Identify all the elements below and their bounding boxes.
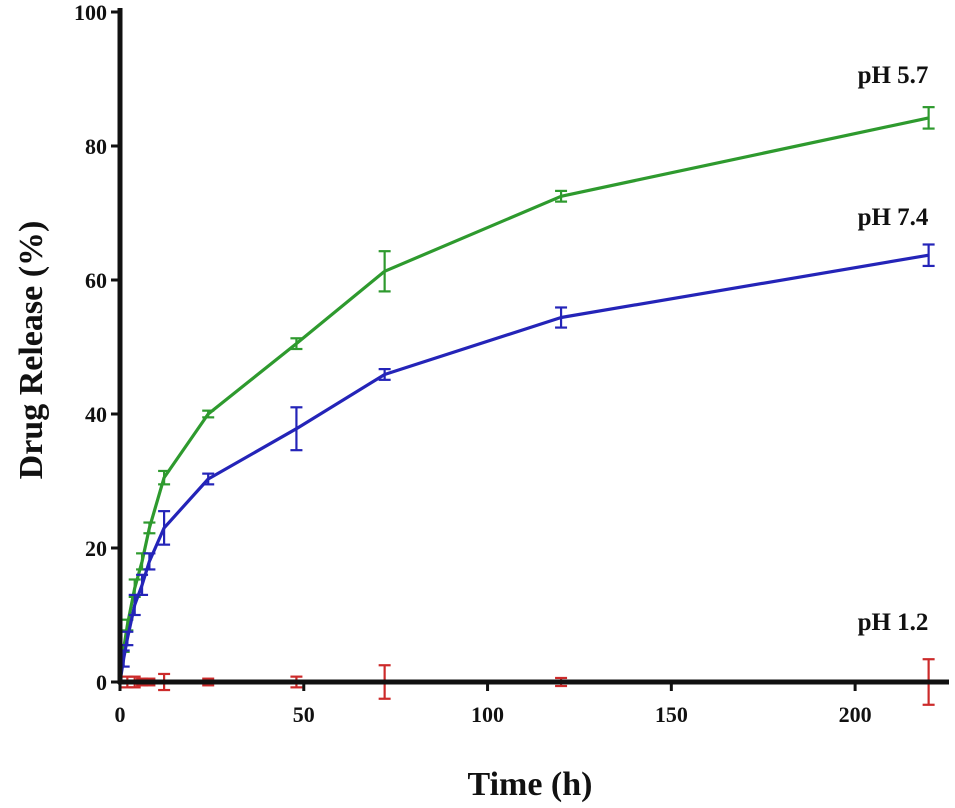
series-label-ph-7-4: pH 7.4 xyxy=(858,204,929,231)
x-tick-label: 150 xyxy=(655,702,688,727)
y-tick-label: 40 xyxy=(85,402,107,427)
y-tick-label: 0 xyxy=(96,670,107,695)
y-axis-title: Drug Release (%) xyxy=(13,221,50,480)
series-label-ph-5-7: pH 5.7 xyxy=(858,62,929,89)
y-tick-label: 100 xyxy=(74,0,107,25)
series-line-ph-7-4 xyxy=(118,253,929,683)
y-tick-label: 80 xyxy=(85,134,107,159)
x-tick-label: 0 xyxy=(115,702,126,727)
x-tick-label: 100 xyxy=(471,702,504,727)
y-tick-label: 20 xyxy=(85,536,107,561)
series-line-ph-5-7 xyxy=(118,116,929,683)
y-tick-label: 60 xyxy=(85,268,107,293)
plot-area: pH 5.7 pH 7.4 pH 1.2 0 20 40 60 80 100 0 50 100 150 2… xyxy=(74,0,949,727)
series-label-ph-1-2: pH 1.2 xyxy=(858,609,929,636)
x-axis-title: Time (h) xyxy=(468,766,593,803)
x-tick-label: 200 xyxy=(839,702,872,727)
x-tick-label: 50 xyxy=(293,702,315,727)
